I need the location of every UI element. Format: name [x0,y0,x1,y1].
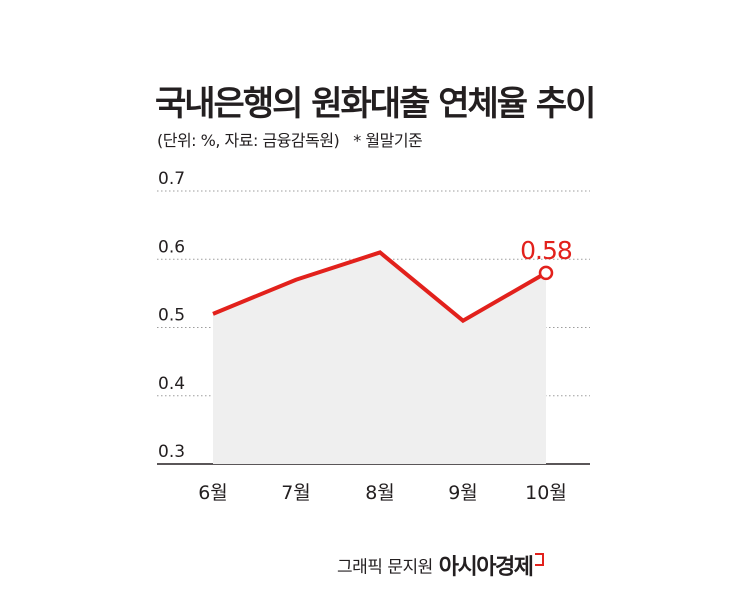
chart-subtitle: (단위: %, 자료: 금융감독원) * 월말기준 [157,127,423,151]
y-tick-label: 0.5 [158,306,185,326]
area-fill [213,252,546,464]
x-axis-ticks: 6월 7월 8월 9월 10월 [198,482,567,504]
x-tick-label: 9월 [448,482,478,504]
unit-source-label: (단위: %, 자료: 금융감독원) [157,131,340,150]
x-tick-label: 7월 [281,482,311,504]
brand-logo-text: 아시아경제 [438,555,534,580]
y-axis-ticks: 0.3 0.4 0.5 0.6 0.7 [158,169,185,462]
x-tick-label: 10월 [525,482,567,504]
data-label: 0.58 [520,236,572,265]
y-tick-label: 0.7 [158,169,185,189]
x-tick-label: 8월 [365,482,395,504]
brand-mark-icon [535,553,545,566]
graphic-credit: 그래픽 문지원 [337,557,433,578]
chart-title: 국내은행의 원화대출 연체율 추이 [155,84,596,124]
y-tick-label: 0.3 [158,442,185,462]
series-line [212,250,547,324]
y-tick-label: 0.6 [158,237,185,257]
basis-note: * 월말기준 [353,131,423,150]
area-fill-layer [213,252,546,464]
data-point-marker [538,265,554,281]
x-tick-label: 6월 [198,482,228,504]
y-tick-label: 0.4 [158,374,185,394]
credit: 그래픽 문지원 아시아경제 [337,549,545,581]
annotation-layer: 0.58 [520,236,573,281]
series-line-layer [212,250,547,324]
